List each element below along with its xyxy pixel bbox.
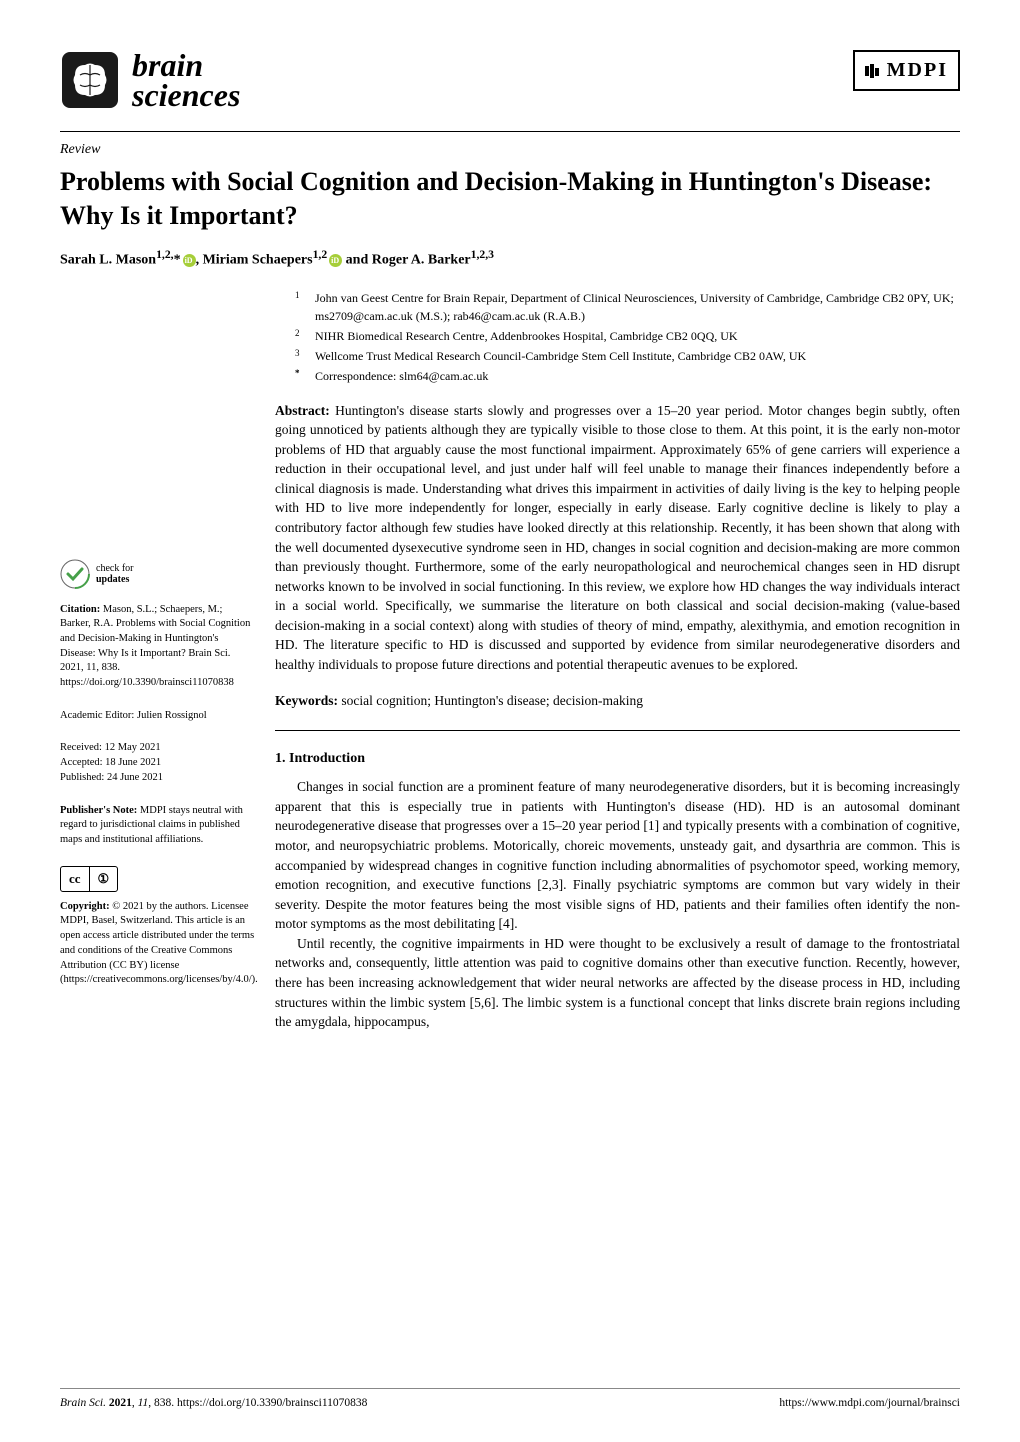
- page-header: brain sciences MDPI: [0, 0, 1020, 121]
- citation-block: Citation: Mason, S.L.; Schaepers, M.; Ba…: [60, 603, 255, 691]
- orcid-icon[interactable]: [183, 254, 196, 267]
- author-2-affil: 1,2: [313, 248, 328, 261]
- article-type: Review: [0, 140, 1020, 160]
- sidebar: check forupdates Citation: Mason, S.L.; …: [60, 289, 255, 1032]
- main-content: check forupdates Citation: Mason, S.L.; …: [0, 289, 1020, 1032]
- keywords-label: Keywords:: [275, 693, 338, 708]
- author-3-affil: 1,2,3: [471, 248, 494, 261]
- received-date: Received: 12 May 2021: [60, 741, 255, 756]
- body-text: Changes in social function are a promine…: [275, 777, 960, 1031]
- page-footer: Brain Sci. 2021, 11, 838. https://doi.or…: [60, 1388, 960, 1412]
- header-divider: [60, 131, 960, 132]
- affil-text: Wellcome Trust Medical Research Council-…: [315, 347, 806, 365]
- check-updates-label: check forupdates: [96, 563, 133, 585]
- article-title: Problems with Social Cognition and Decis…: [0, 160, 1020, 247]
- footer-right[interactable]: https://www.mdpi.com/journal/brainsci: [779, 1395, 960, 1412]
- right-column: 1 John van Geest Centre for Brain Repair…: [275, 289, 960, 1032]
- correspondence-text: Correspondence: slm64@cam.ac.uk: [315, 367, 488, 385]
- accepted-date: Accepted: 18 June 2021: [60, 756, 255, 771]
- editor-label: Academic Editor:: [60, 710, 134, 721]
- affiliations: 1 John van Geest Centre for Brain Repair…: [275, 289, 960, 385]
- section-heading: 1. Introduction: [275, 749, 960, 769]
- by-icon: ①: [89, 867, 118, 891]
- journal-name-line2: sciences: [132, 80, 240, 110]
- cc-icon: cc: [61, 867, 89, 891]
- affil-text: NIHR Biomedical Research Centre, Addenbr…: [315, 327, 738, 345]
- author-1: Sarah L. Mason: [60, 252, 156, 267]
- citation-text: Mason, S.L.; Schaepers, M.; Barker, R.A.…: [60, 604, 250, 688]
- orcid-icon[interactable]: [329, 254, 342, 267]
- affil-num: 1: [295, 289, 303, 325]
- abstract-text: Huntington's disease starts slowly and p…: [275, 403, 960, 672]
- copyright-label: Copyright:: [60, 901, 110, 912]
- publisher-note-block: Publisher's Note: MDPI stays neutral wit…: [60, 804, 255, 848]
- authors-line: Sarah L. Mason1,2,*, Miriam Schaepers1,2…: [0, 247, 1020, 289]
- intro-para-2: Until recently, the cognitive impairment…: [275, 934, 960, 1032]
- license-block: cc ① Copyright: © 2021 by the authors. L…: [60, 866, 255, 988]
- published-date: Published: 24 June 2021: [60, 771, 255, 786]
- author-2: , Miriam Schaepers: [196, 252, 313, 267]
- keywords: Keywords: social cognition; Huntington's…: [275, 691, 960, 711]
- publisher-name: MDPI: [887, 56, 948, 85]
- publisher-note-label: Publisher's Note:: [60, 805, 137, 816]
- author-1-corr: *: [174, 252, 181, 267]
- section-divider: [275, 730, 960, 731]
- publisher-logo: MDPI: [853, 50, 960, 91]
- correspondence-marker: *: [295, 367, 303, 385]
- affil-num: 2: [295, 327, 303, 345]
- editor-name: Julien Rossignol: [134, 710, 206, 721]
- affiliation-item: 3 Wellcome Trust Medical Research Counci…: [295, 347, 960, 365]
- editor-block: Academic Editor: Julien Rossignol: [60, 709, 255, 724]
- dates-block: Received: 12 May 2021 Accepted: 18 June …: [60, 741, 255, 785]
- intro-para-1: Changes in social function are a promine…: [275, 777, 960, 934]
- abstract-label: Abstract:: [275, 403, 330, 418]
- journal-logo: brain sciences: [60, 50, 240, 111]
- footer-left: Brain Sci. 2021, 11, 838. https://doi.or…: [60, 1395, 367, 1412]
- check-updates[interactable]: check forupdates: [60, 559, 255, 589]
- abstract: Abstract: Huntington's disease starts sl…: [275, 401, 960, 675]
- mdpi-icon: [865, 62, 883, 80]
- affil-num: 3: [295, 347, 303, 365]
- sidebar-spacer: [60, 289, 255, 559]
- affiliation-item: 2 NIHR Biomedical Research Centre, Adden…: [295, 327, 960, 345]
- citation-label: Citation:: [60, 604, 100, 615]
- journal-name-line1: brain: [132, 50, 240, 80]
- copyright-text: © 2021 by the authors. Licensee MDPI, Ba…: [60, 901, 258, 985]
- affil-text: John van Geest Centre for Brain Repair, …: [315, 289, 960, 325]
- correspondence-item: * Correspondence: slm64@cam.ac.uk: [295, 367, 960, 385]
- author-1-affil: 1,2,: [156, 248, 173, 261]
- author-3: and Roger A. Barker: [342, 252, 470, 267]
- cc-badge[interactable]: cc ①: [60, 866, 118, 892]
- journal-name: brain sciences: [132, 50, 240, 111]
- check-updates-icon: [60, 559, 90, 589]
- affiliation-item: 1 John van Geest Centre for Brain Repair…: [295, 289, 960, 325]
- brain-icon: [60, 50, 120, 110]
- keywords-text: social cognition; Huntington's disease; …: [338, 693, 643, 708]
